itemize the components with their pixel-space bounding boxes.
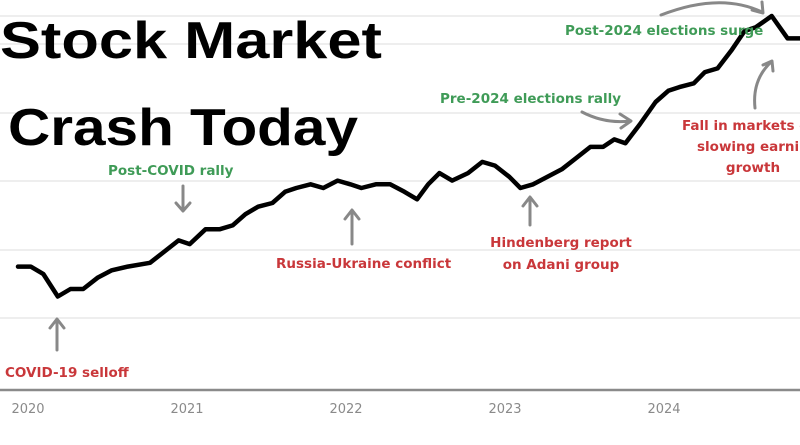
annotation-fall-line3: growth: [726, 160, 780, 176]
annotation-hindenberg-line2: on Adani group: [503, 257, 620, 273]
annotation-pre2024: Pre-2024 elections rally: [440, 91, 621, 107]
x-tick-label: 2020: [11, 402, 44, 417]
series-points: [17, 15, 788, 297]
gridlines: [0, 15, 800, 319]
annotation-fall-line1: Fall in markets o: [682, 118, 800, 134]
x-tick-label: 2021: [170, 402, 203, 417]
x-axis-ticks: 2020 2021 2022 2023 2024: [11, 402, 680, 417]
annotation-postcovid: Post-COVID rally: [108, 163, 234, 179]
x-tick-label: 2024: [647, 402, 680, 417]
arrow-hindenberg-icon: [521, 195, 539, 227]
annotation-fall-line2: slowing earnin: [697, 139, 800, 155]
annotation-russia: Russia-Ukraine conflict: [276, 256, 452, 272]
annotation-hindenberg-line1: Hindenberg report: [490, 235, 632, 251]
annotation-covid: COVID-19 selloff: [5, 365, 130, 381]
x-tick-label: 2022: [329, 402, 362, 417]
arrow-pre2024-icon: [580, 110, 633, 130]
arrow-fall-icon: [753, 59, 775, 110]
annotation-post2024: Post-2024 elections surge: [565, 23, 763, 39]
arrow-postcovid-icon: [174, 184, 192, 213]
headline-line1: Stock Market: [0, 12, 382, 70]
arrow-post2024-icon: [659, 0, 765, 17]
x-tick-label: 2023: [488, 402, 521, 417]
arrow-covid-icon: [48, 317, 66, 352]
headline-line2: Crash Today: [8, 99, 358, 157]
arrow-russia-icon: [343, 208, 361, 246]
